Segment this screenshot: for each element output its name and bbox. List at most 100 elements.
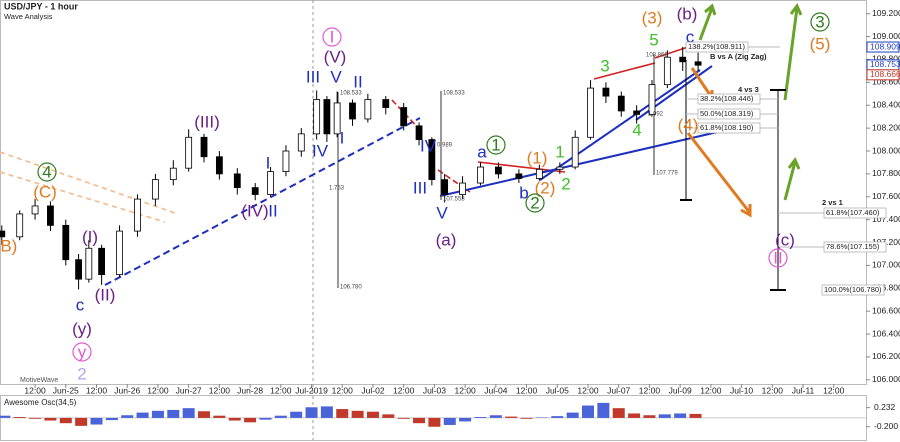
candle-body (0, 230, 6, 238)
y-tick-label: 107.400 (872, 214, 900, 224)
candle-body (267, 171, 274, 195)
measure-label: 1.753 (329, 186, 345, 192)
candle-body (134, 198, 141, 232)
wave-circle (810, 12, 830, 32)
measure-label: 1.092 (648, 112, 664, 118)
x-tick-label: 12:00 (823, 385, 845, 395)
wave-label: II (268, 201, 277, 220)
fib-label: B vs A (Zig Zag) (710, 52, 767, 61)
x-tick-label: Jun-26 (114, 385, 140, 395)
measure-label: 108.533 (443, 91, 465, 97)
wave-label: (c) (775, 230, 795, 249)
osc-bar (44, 417, 57, 421)
wave-label: (B) (0, 236, 17, 255)
candle-body (98, 247, 106, 275)
fib-label: 61.8%(107.460) (826, 208, 880, 217)
fib-box (697, 108, 761, 120)
wave-label: II (773, 248, 782, 267)
osc-bar (136, 412, 149, 418)
y-tick-label: 107.600 (872, 191, 900, 201)
x-tick-label: Jul-04 (484, 385, 507, 395)
trend-line (593, 62, 656, 80)
wave-label: (2) (535, 178, 556, 197)
wave-label: 1 (491, 135, 500, 154)
wave-label: (a) (436, 230, 457, 249)
candle-body (441, 179, 449, 195)
candle-body (477, 166, 484, 184)
x-tick-label: 12:00 (270, 385, 292, 395)
price-marker-label: 108.909 (870, 41, 900, 51)
fib-box (685, 41, 749, 53)
candle-body (215, 156, 223, 175)
osc-bar (366, 411, 379, 418)
y-tick-label: 106.600 (872, 305, 900, 315)
osc-bar (413, 417, 426, 424)
wave-label: (4) (678, 115, 699, 134)
x-tick-label: 12:00 (86, 385, 108, 395)
candle-body (333, 102, 341, 135)
arrow (686, 132, 752, 218)
fib-label: 78.6%(107.155) (826, 242, 880, 251)
candle-body (364, 99, 372, 120)
osc-bar (336, 409, 349, 418)
osc-bar (474, 417, 487, 418)
candle-body (233, 173, 241, 189)
osc-bar (566, 412, 579, 418)
trendlines (0, 42, 723, 286)
wave-label: III (413, 178, 427, 197)
wave-label: V (436, 203, 448, 222)
wave-label: 4 (632, 120, 641, 139)
candle-body (602, 87, 610, 97)
osc-bar (244, 417, 257, 423)
wave-label: 1 (555, 142, 564, 161)
y-tick-label: 108.400 (872, 100, 900, 110)
osc-bar (290, 411, 303, 418)
wave-label: 2 (561, 174, 570, 193)
fib-label: 50.0%(108.319) (700, 109, 754, 118)
wave-label: (IV) (241, 201, 268, 220)
osc-bar (305, 407, 318, 418)
osc-tick-label: 0.232 (874, 402, 896, 412)
wave-label: 5 (649, 30, 658, 49)
osc-bar (443, 417, 456, 425)
y-tick-label: 109.200 (872, 8, 900, 18)
wave-label: (V) (324, 47, 347, 66)
x-tick-label: 12:00 (393, 385, 415, 395)
candle-body (169, 167, 177, 181)
wave-label: (5) (810, 34, 831, 53)
fib-label: 61.8%(108.190) (700, 123, 754, 132)
wave-label: (I) (82, 227, 98, 246)
wave-label: (II) (95, 285, 116, 304)
y-tick-label: 107.800 (872, 168, 900, 178)
x-tick-label: 12:00 (332, 385, 354, 395)
osc-bar (505, 416, 518, 418)
x-tick-label: Jul-2019 (295, 385, 328, 395)
osc-bar (489, 415, 502, 418)
osc-bar (151, 410, 164, 418)
y-tick-label: 108.600 (872, 77, 900, 87)
candle-body (495, 166, 502, 175)
trend-line (439, 130, 723, 197)
x-tick-label: Jul-09 (669, 385, 692, 395)
osc-bar (0, 415, 11, 418)
osc-bar (581, 405, 594, 418)
osc-bar (628, 413, 641, 418)
candle-body (200, 136, 208, 158)
candle-body (282, 150, 290, 173)
x-tick-label: 12:00 (639, 385, 661, 395)
wave-label: I (266, 153, 271, 172)
measure-label: 108.533 (340, 91, 362, 97)
x-tick-label: Jul-07 (607, 385, 630, 395)
fib-box (697, 93, 761, 105)
x-tick-label: 12:00 (209, 385, 231, 395)
osc-bar (13, 417, 26, 418)
x-tick-label: Jun-25 (53, 385, 79, 395)
candle-body (16, 213, 24, 238)
wave-label: 2 (77, 364, 86, 383)
wave-label: 4 (42, 162, 51, 181)
wave-label: b (519, 183, 528, 202)
wave-label: II (353, 72, 362, 91)
candle-body (251, 187, 259, 195)
candle-body (428, 139, 436, 181)
osc-bar (29, 417, 42, 419)
